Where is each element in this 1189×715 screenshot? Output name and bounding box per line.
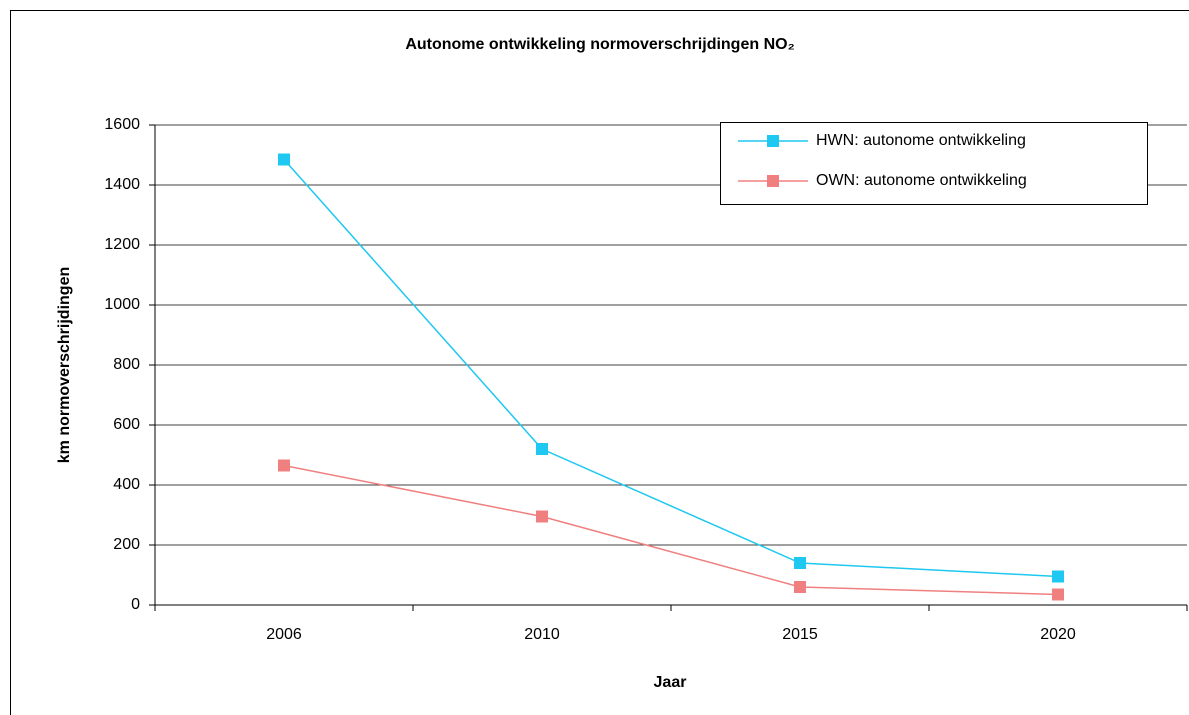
y-tick-label: 1200 [104, 236, 140, 253]
legend-label: OWN: autonome ontwikkeling [816, 172, 1027, 189]
y-tick-label: 0 [131, 596, 140, 613]
y-tick-label: 1600 [104, 116, 140, 133]
y-tick-label: 200 [113, 536, 140, 553]
chart-title: Autonome ontwikkeling normoverschrijding… [405, 36, 794, 53]
x-tick-label: 2015 [782, 626, 818, 643]
legend-box [720, 122, 1148, 205]
data-point [278, 153, 290, 166]
y-tick-label: 1000 [104, 296, 140, 313]
y-tick-label: 1400 [104, 176, 140, 193]
y-tick-label: 800 [113, 356, 140, 373]
x-tick-label: 2010 [524, 626, 560, 643]
data-point [1052, 570, 1064, 583]
x-tick-label: 2020 [1040, 626, 1076, 643]
data-point [536, 443, 548, 455]
data-point [794, 557, 806, 569]
data-point [536, 510, 548, 523]
y-tick-label: 600 [113, 416, 140, 433]
data-point [794, 581, 806, 593]
y-axis-label: km normoverschrijdingen [56, 267, 73, 464]
data-point [1052, 588, 1064, 601]
x-axis-label: Jaar [654, 674, 687, 691]
legend-marker [767, 175, 779, 187]
y-tick-label: 400 [113, 476, 140, 493]
data-point [278, 459, 290, 472]
chart-frame [10, 10, 1189, 715]
series-line [283, 464, 1059, 596]
legend-label: HWN: autonome ontwikkeling [816, 132, 1026, 149]
legend-marker [767, 135, 779, 147]
x-tick-label: 2006 [266, 626, 302, 643]
series-line [283, 159, 1059, 578]
